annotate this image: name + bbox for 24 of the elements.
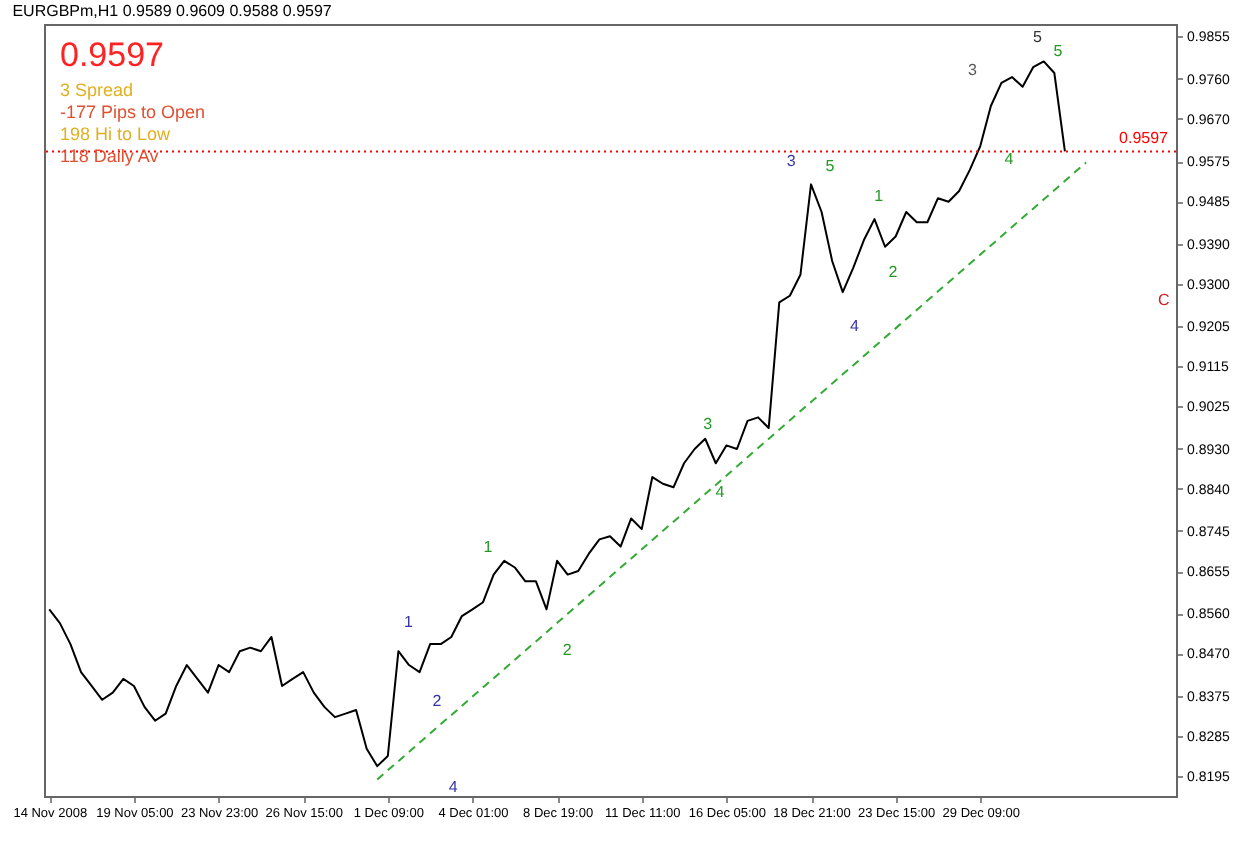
annotation: 4 (448, 778, 459, 797)
annotation: 2 (562, 640, 573, 659)
annotation: C (1158, 290, 1170, 309)
ref-line-label: 0.9597 (1119, 129, 1170, 148)
annotation: 1 (403, 613, 414, 632)
annotation: 3 (703, 414, 714, 433)
annotation: 198 Hi to Low (60, 124, 172, 144)
annotation: 3 (967, 61, 978, 80)
annotation: 5 (1033, 27, 1044, 46)
annotation: 2 (432, 691, 443, 710)
annotation: 3 Spread (60, 80, 134, 100)
annotation: 3 (786, 151, 797, 170)
chart-title: EURGBPm,H1 0.9589 0.9609 0.9588 0.9597 (12, 2, 333, 20)
annotation: 4 (715, 483, 726, 502)
annotation: 5 (825, 157, 836, 176)
annotation: 0.9597 (60, 36, 164, 74)
annotation: 4 (849, 316, 860, 335)
annotation: -177 Pips to Open (60, 102, 206, 122)
annotation: 5 (1053, 41, 1064, 60)
annotation: 118 Daily Av (60, 146, 160, 166)
annotation: 4 (1004, 149, 1015, 168)
annotation: 1 (874, 186, 885, 205)
annotation: 2 (888, 263, 899, 282)
annotation: 1 (483, 538, 494, 557)
